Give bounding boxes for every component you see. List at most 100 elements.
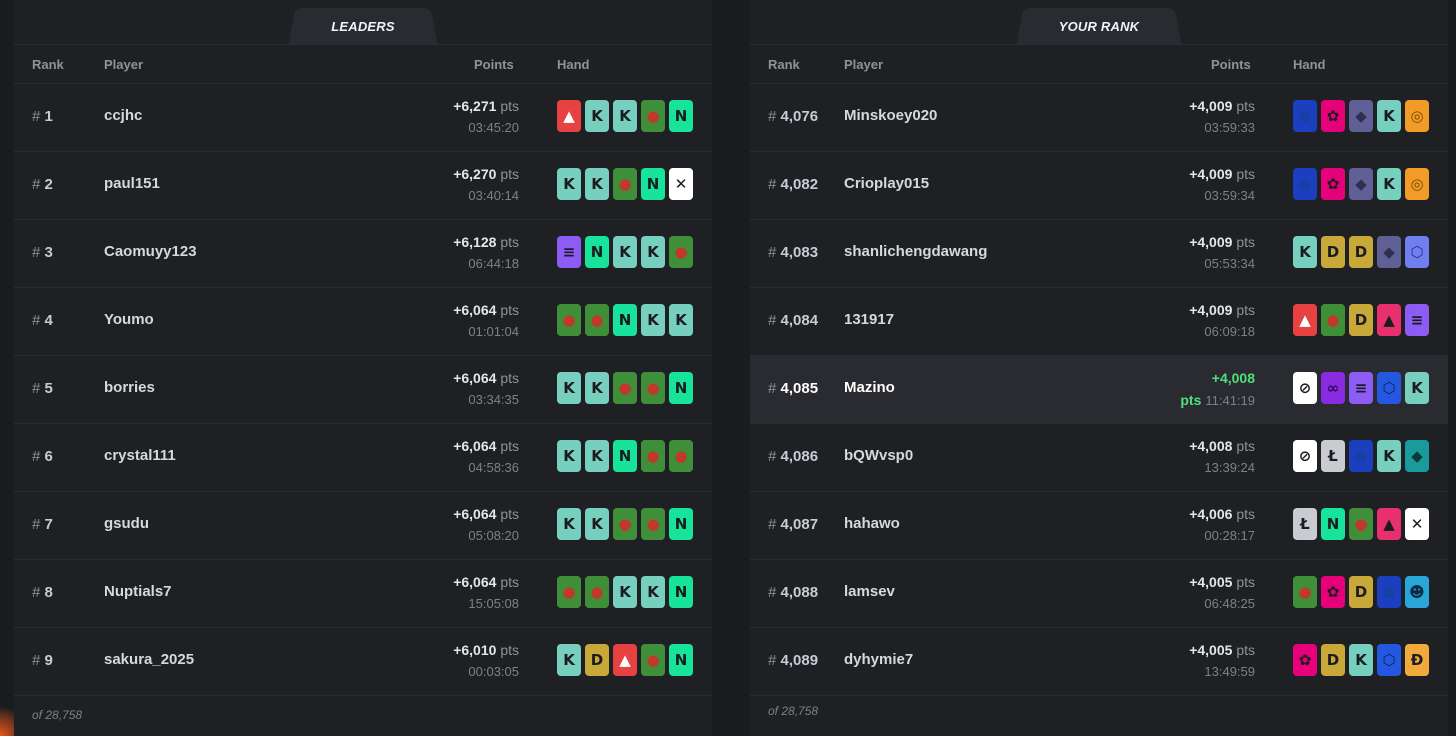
- table-row[interactable]: # 4,087 hahawo +4,006 pts 00:28:17 Ł N ● ▲ ✕: [750, 492, 1448, 560]
- rank-number: 4,086: [780, 448, 819, 465]
- player-name[interactable]: sakura_2025: [104, 651, 195, 668]
- kava-card-icon: K: [669, 304, 693, 336]
- points-cell: +4,005 pts 13:49:59: [1189, 639, 1255, 683]
- table-row[interactable]: # 3 Caomuyy123 +6,128 pts 06:44:18 ≡ N K K ●: [14, 220, 712, 288]
- kava-card-icon: K: [585, 508, 609, 540]
- table-row[interactable]: # 9 sakura_2025 +6,010 pts 00:03:05 K D ▲ ● N: [14, 628, 712, 696]
- player-name[interactable]: bQWvsp0: [844, 447, 914, 464]
- points-value: +6,270: [453, 166, 497, 182]
- elapsed-time: 06:44:18: [468, 256, 519, 271]
- player-name[interactable]: ccjhc: [104, 107, 143, 124]
- rank-cell: # 4,086: [768, 448, 818, 465]
- pepe-card-icon: ●: [641, 508, 665, 540]
- elapsed-time: 05:53:34: [1204, 256, 1255, 271]
- player-name[interactable]: Caomuyy123: [104, 243, 197, 260]
- col-points: Points: [474, 57, 514, 72]
- tab-leaders[interactable]: LEADERS: [298, 8, 428, 44]
- tab-your-rank[interactable]: YOUR RANK: [1026, 8, 1172, 44]
- rank-hash: #: [32, 108, 45, 125]
- polkadot-card-icon: ✿: [1321, 576, 1345, 608]
- rank-hash: #: [32, 652, 45, 669]
- player-name[interactable]: shanlichengdawang: [844, 243, 988, 260]
- cardano-card-icon: ●: [1349, 440, 1373, 472]
- hand-cards: K K ● N ✕: [557, 168, 693, 200]
- rank-cell: # 4,088: [768, 584, 818, 601]
- points-cell: +6,064 pts 15:05:08: [453, 571, 519, 615]
- rank-number: 2: [44, 176, 53, 193]
- table-row[interactable]: # 4 Youmo +6,064 pts 01:01:04 ● ● N K K: [14, 288, 712, 356]
- table-row[interactable]: # 4,076 Minskoey020 +4,009 pts 03:59:33 ● ✿ ◆ K…: [750, 84, 1448, 152]
- leaders-panel: LEADERS Rank Player Points Hand # 1 ccjhc…: [14, 0, 712, 736]
- table-row[interactable]: # 4,083 shanlichengdawang +4,009 pts 05:53:…: [750, 220, 1448, 288]
- kava-card-icon: K: [1377, 100, 1401, 132]
- cyan-token-card-icon: ☻: [1405, 576, 1429, 608]
- kava-card-icon: K: [1377, 168, 1401, 200]
- table-row[interactable]: # 1 ccjhc +6,271 pts 03:45:20 ▲ K K ● N: [14, 84, 712, 152]
- ethereum-card-icon: ◆: [1377, 236, 1401, 268]
- pink-token-card-icon: ▲: [1377, 304, 1401, 336]
- player-name[interactable]: paul151: [104, 175, 160, 192]
- player-name[interactable]: Minskoey020: [844, 107, 938, 124]
- player-name[interactable]: Nuptials7: [104, 583, 172, 600]
- player-name[interactable]: borries: [104, 379, 155, 396]
- xrp-card-icon: ✕: [669, 168, 693, 200]
- rank-number: 4,083: [780, 244, 819, 261]
- hand-cards: ▲ ● D ▲ ≡: [1293, 304, 1429, 336]
- pepe-card-icon: ●: [669, 236, 693, 268]
- hand-cards: ≡ N K K ●: [557, 236, 693, 268]
- table-row[interactable]: # 4,082 Crioplay015 +4,009 pts 03:59:34 ● ✿ ◆ K…: [750, 152, 1448, 220]
- doge-card-icon: D: [1349, 236, 1373, 268]
- points-unit: pts: [1236, 574, 1255, 590]
- table-row[interactable]: # 5 borries +6,064 pts 03:34:35 K K ● ● N: [14, 356, 712, 424]
- table-row[interactable]: # 4,086 bQWvsp0 +4,008 pts 13:39:24 ⊘ Ł ● K ◆: [750, 424, 1448, 492]
- player-name[interactable]: Mazino: [844, 379, 895, 396]
- your-rank-total-count: of 28,758: [768, 704, 819, 718]
- kava-card-icon: K: [613, 236, 637, 268]
- player-name[interactable]: Crioplay015: [844, 175, 930, 192]
- player-name[interactable]: gsudu: [104, 515, 149, 532]
- player-name[interactable]: 131917: [844, 311, 895, 328]
- table-row[interactable]: # 4,089 dyhymie7 +4,005 pts 13:49:59 ✿ D K ⬡ Đ: [750, 628, 1448, 696]
- avalanche-card-icon: ▲: [557, 100, 581, 132]
- kava-card-icon: K: [557, 644, 581, 676]
- leaders-rows: # 1 ccjhc +6,271 pts 03:45:20 ▲ K K ● N # 2 paul15…: [14, 84, 712, 696]
- table-row[interactable]: # 8 Nuptials7 +6,064 pts 15:05:08 ● ● K K N: [14, 560, 712, 628]
- kava-card-icon: K: [557, 168, 581, 200]
- player-name[interactable]: lamsev: [844, 583, 895, 600]
- rank-hash: #: [32, 244, 45, 261]
- points-unit: pts: [1236, 642, 1255, 658]
- near-card-icon: N: [641, 168, 665, 200]
- table-row[interactable]: # 4,088 lamsev +4,005 pts 06:48:25 ● ✿ D ● ☻: [750, 560, 1448, 628]
- points-value: +6,064: [453, 438, 497, 454]
- player-name[interactable]: dyhymie7: [844, 651, 914, 668]
- rank-hash: #: [768, 584, 781, 601]
- rank-cell: # 4: [32, 312, 53, 329]
- points-value: +4,005: [1189, 642, 1233, 658]
- hand-cards: ⊘ Ł ● K ◆: [1293, 440, 1429, 472]
- points-unit: pts: [1236, 302, 1255, 318]
- table-row[interactable]: # 4,084 131917 +4,009 pts 06:09:18 ▲ ● D ▲ ≡: [750, 288, 1448, 356]
- kava-card-icon: K: [613, 100, 637, 132]
- elapsed-time: 03:59:34: [1204, 188, 1255, 203]
- table-row[interactable]: # 6 crystal111 +6,064 pts 04:58:36 K K N ● ●: [14, 424, 712, 492]
- table-row[interactable]: # 7 gsudu +6,064 pts 05:08:20 K K ● ● N: [14, 492, 712, 560]
- player-name[interactable]: hahawo: [844, 515, 900, 532]
- points-cell: +4,008 pts 13:39:24: [1189, 435, 1255, 479]
- kava-card-icon: K: [613, 576, 637, 608]
- litecoin-card-icon: Ł: [1321, 440, 1345, 472]
- player-name[interactable]: crystal111: [104, 447, 176, 464]
- table-row[interactable]: # 2 paul151 +6,270 pts 03:40:14 K K ● N ✕: [14, 152, 712, 220]
- points-unit: pts: [1236, 234, 1255, 250]
- rank-cell: # 4,076: [768, 108, 818, 125]
- near-card-icon: N: [1321, 508, 1345, 540]
- pepe-card-icon: ●: [557, 576, 581, 608]
- points-cell: +6,271 pts 03:45:20: [453, 95, 519, 139]
- player-name[interactable]: Youmo: [104, 311, 154, 328]
- elapsed-time: 00:03:05: [468, 664, 519, 679]
- rank-number: 4: [44, 312, 53, 329]
- rank-number: 9: [44, 652, 53, 669]
- pepe-card-icon: ●: [585, 304, 609, 336]
- stellar-card-icon: ⊘: [1293, 440, 1317, 472]
- current-user-row[interactable]: # 4,085 Mazino +4,008 pts 11:41:19 ⊘ ∞ ≡ ⬡ K: [750, 356, 1448, 424]
- points-value: +6,064: [453, 302, 497, 318]
